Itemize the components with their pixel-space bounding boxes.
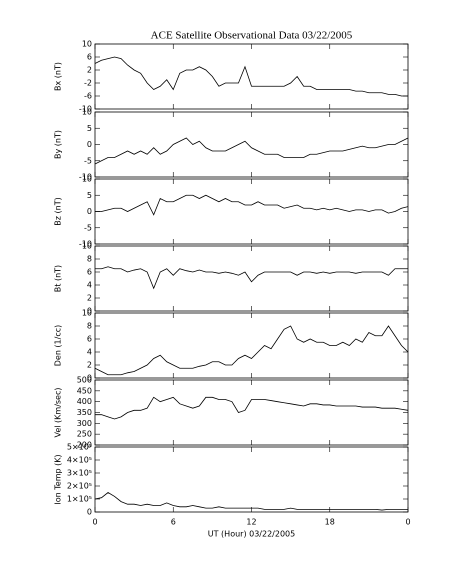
y-axis-label: Den (1/cc) xyxy=(54,325,63,367)
y-tick-label: 4 xyxy=(87,281,92,290)
y-tick-label: 2 xyxy=(87,294,92,303)
y-tick-label: 450 xyxy=(77,386,92,395)
x-tick-label: 0 xyxy=(405,518,410,527)
y-tick-label: -10 xyxy=(79,240,92,249)
y-tick-label: -10 xyxy=(79,105,92,114)
panel-frame xyxy=(94,312,409,379)
y-tick-label: 0 xyxy=(87,307,92,316)
x-axis-label: UT (Hour) 03/22/2005 xyxy=(208,530,295,539)
y-tick-label: 350 xyxy=(77,408,92,417)
y-tick-label: -5 xyxy=(84,156,92,165)
y-tick-label: -5 xyxy=(84,223,92,232)
y-tick-label: 10 xyxy=(82,175,92,184)
y-axis-label: Bz (nT) xyxy=(54,197,63,225)
panel-frame xyxy=(94,446,409,513)
y-tick-label: 4×10⁵ xyxy=(67,456,92,465)
y-tick-label: 300 xyxy=(77,419,92,428)
y-tick-label: 6 xyxy=(87,268,92,277)
chart-title: ACE Satellite Observational Data 03/22/2… xyxy=(151,30,353,42)
y-tick-label: 6 xyxy=(87,53,92,62)
data-line xyxy=(95,396,409,420)
x-tick-label: 0 xyxy=(92,518,97,527)
y-tick-label: 10 xyxy=(82,40,92,49)
y-tick-label: 5 xyxy=(87,191,92,200)
y-axis-label: Bt (nT) xyxy=(54,265,63,292)
y-tick-label: 5×10⁵ xyxy=(67,443,92,452)
y-tick-label: 500 xyxy=(77,376,92,385)
y-tick-label: 0 xyxy=(87,207,92,216)
y-tick-label: -10 xyxy=(79,173,92,182)
y-tick-label: 0 xyxy=(87,140,92,149)
y-tick-label: 4 xyxy=(87,348,92,357)
y-tick-label: 400 xyxy=(77,397,92,406)
data-line xyxy=(94,56,408,97)
panel-frame xyxy=(94,111,409,178)
data-line xyxy=(95,194,409,216)
y-tick-label: 250 xyxy=(77,430,92,439)
y-axis-label: Bx (nT) xyxy=(54,62,63,91)
y-tick-label: 2×10⁵ xyxy=(67,482,92,491)
y-tick-label: 8 xyxy=(87,255,92,264)
y-tick-label: 0 xyxy=(87,508,92,517)
y-tick-label: 2 xyxy=(87,361,92,370)
x-tick-label: 6 xyxy=(171,518,176,527)
y-tick-label: 10 xyxy=(82,108,92,117)
y-tick-label: -6 xyxy=(84,92,92,101)
panel-frame xyxy=(94,43,409,110)
y-tick-label: 0 xyxy=(87,374,92,383)
data-line xyxy=(94,137,409,165)
data-line xyxy=(95,266,408,290)
y-axis-label: Ion Temp (K) xyxy=(54,454,63,504)
y-tick-label: 5 xyxy=(87,124,92,133)
y-tick-label: 2 xyxy=(87,66,92,75)
y-tick-label: 200 xyxy=(77,441,92,450)
y-axis-label: By (nT) xyxy=(54,130,63,159)
y-tick-label: -2 xyxy=(84,79,92,88)
panel-frame xyxy=(94,379,409,446)
y-tick-label: 8 xyxy=(87,322,92,331)
x-tick-label: 18 xyxy=(325,518,335,527)
y-tick-label: 1×10⁵ xyxy=(67,495,92,504)
y-axis-label: Vel (Km/sec) xyxy=(54,387,63,437)
x-tick-label: 12 xyxy=(246,518,256,527)
data-line xyxy=(94,325,409,376)
y-tick-label: 10 xyxy=(82,309,92,318)
panel-frame xyxy=(94,245,409,312)
y-tick-label: 3×10⁵ xyxy=(67,469,92,478)
data-line xyxy=(94,492,408,511)
y-tick-label: 6 xyxy=(87,335,92,344)
y-tick-label: 10 xyxy=(82,242,92,251)
panel-frame xyxy=(94,178,409,245)
